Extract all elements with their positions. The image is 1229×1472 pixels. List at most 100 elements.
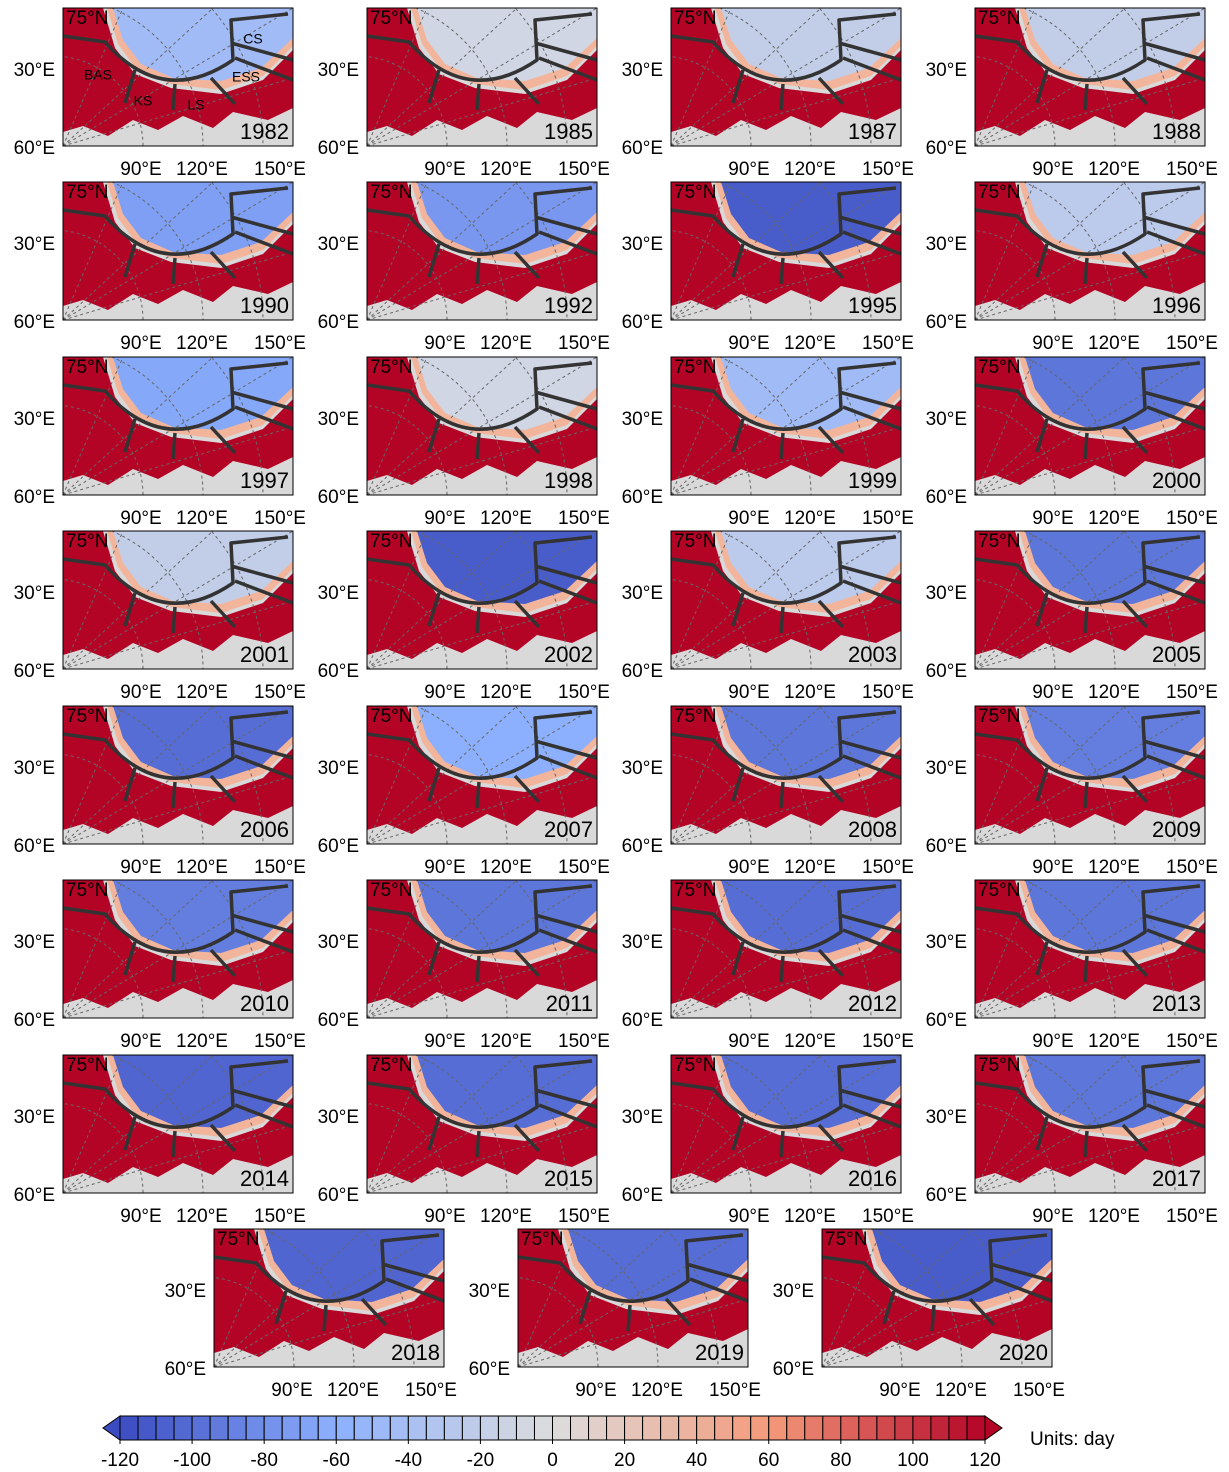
- lon-label: 120°E: [784, 508, 836, 529]
- map-panel: 75°N201330°E60°E90°E120°E150°E: [926, 808, 1218, 1052]
- year-label: 1988: [1152, 119, 1201, 144]
- colorbar-box: [300, 1416, 318, 1440]
- lon-label: 150°E: [558, 1206, 610, 1227]
- region-label: ESS: [232, 69, 260, 85]
- lon-label: 90°E: [424, 1206, 465, 1227]
- year-label: 2008: [848, 817, 897, 842]
- lon-label: 120°E: [784, 333, 836, 354]
- lon-label: 60°E: [773, 1359, 814, 1380]
- lon-label: 150°E: [558, 1031, 610, 1052]
- lon-label: 60°E: [926, 138, 967, 159]
- lon-label: 30°E: [14, 932, 55, 953]
- colorbar-box: [733, 1416, 751, 1440]
- lon-label: 150°E: [862, 508, 914, 529]
- lat-label: 75°N: [674, 880, 716, 901]
- colorbar-box: [841, 1416, 859, 1440]
- year-label: 2003: [848, 642, 897, 667]
- lon-label: 150°E: [1013, 1380, 1065, 1401]
- map-panel: 75°N200630°E60°E90°E120°E150°E: [14, 634, 306, 878]
- lon-label: 120°E: [176, 1206, 228, 1227]
- colorbar-box: [174, 1416, 192, 1440]
- lon-label: 150°E: [254, 1031, 306, 1052]
- map-panel: 75°N201930°E60°E90°E120°E150°E: [469, 1157, 761, 1401]
- lon-label: 90°E: [120, 857, 161, 878]
- year-label: 2002: [544, 642, 593, 667]
- colorbar-tick-label: 40: [686, 1450, 707, 1471]
- lon-label: 90°E: [575, 1380, 616, 1401]
- lon-label: 120°E: [631, 1380, 683, 1401]
- lon-label: 90°E: [120, 333, 161, 354]
- map-panel: 75°N201630°E60°E90°E120°E150°E: [622, 983, 914, 1227]
- lon-label: 150°E: [862, 333, 914, 354]
- lon-label: 90°E: [120, 1206, 161, 1227]
- lat-label: 75°N: [370, 357, 412, 378]
- colorbar-box: [697, 1416, 715, 1440]
- region-label: BAS: [84, 67, 112, 83]
- colorbar-box: [282, 1416, 300, 1440]
- lon-label: 120°E: [1088, 333, 1140, 354]
- colorbar-tick-label: 120: [969, 1450, 1001, 1471]
- lon-label: 60°E: [926, 487, 967, 508]
- lon-label: 30°E: [622, 1107, 663, 1128]
- lat-label: 75°N: [674, 182, 716, 203]
- lon-label: 90°E: [271, 1380, 312, 1401]
- lat-label: 75°N: [521, 1229, 563, 1250]
- lon-label: 60°E: [622, 1010, 663, 1031]
- lon-label: 120°E: [176, 857, 228, 878]
- lon-label: 60°E: [926, 1010, 967, 1031]
- region-label: CS: [243, 31, 262, 47]
- lat-label: 75°N: [674, 706, 716, 727]
- colorbar-box: [949, 1416, 967, 1440]
- lat-label: 75°N: [66, 706, 108, 727]
- lon-label: 120°E: [784, 1206, 836, 1227]
- colorbar-box: [931, 1416, 949, 1440]
- lon-label: 150°E: [1166, 857, 1218, 878]
- colorbar-box: [372, 1416, 390, 1440]
- lat-label: 75°N: [370, 182, 412, 203]
- lat-label: 75°N: [674, 8, 716, 29]
- lon-label: 120°E: [1088, 1031, 1140, 1052]
- lon-label: 90°E: [728, 159, 769, 180]
- lon-label: 120°E: [1088, 508, 1140, 529]
- year-label: 2015: [544, 1166, 593, 1191]
- lon-label: 30°E: [318, 234, 359, 255]
- year-label: 2011: [546, 991, 593, 1016]
- year-label: 1998: [544, 468, 593, 493]
- lon-label: 30°E: [469, 1281, 510, 1302]
- lon-label: 120°E: [784, 857, 836, 878]
- map-panel: 75°N200030°E60°E90°E120°E150°E: [926, 285, 1218, 529]
- year-label: 2005: [1152, 642, 1201, 667]
- colorbar-box: [480, 1416, 498, 1440]
- lon-label: 90°E: [120, 1031, 161, 1052]
- year-label: 2009: [1152, 817, 1201, 842]
- colorbar-box: [913, 1416, 931, 1440]
- lon-label: 90°E: [1032, 508, 1073, 529]
- colorbar-box: [895, 1416, 913, 1440]
- colorbar-box: [805, 1416, 823, 1440]
- lon-label: 60°E: [14, 836, 55, 857]
- lon-label: 30°E: [622, 758, 663, 779]
- lat-label: 75°N: [978, 357, 1020, 378]
- year-label: 2001: [240, 642, 289, 667]
- colorbar-box: [354, 1416, 372, 1440]
- lat-label: 75°N: [978, 531, 1020, 552]
- lon-label: 30°E: [926, 409, 967, 430]
- lon-label: 60°E: [622, 138, 663, 159]
- lat-label: 75°N: [66, 880, 108, 901]
- lon-label: 30°E: [926, 932, 967, 953]
- lon-label: 150°E: [254, 333, 306, 354]
- map-panel: 75°N201730°E60°E90°E120°E150°E: [926, 983, 1218, 1227]
- figure: 75°N198230°E60°E90°E120°E150°EBASKSLSESS…: [0, 0, 1229, 1472]
- lon-label: 30°E: [926, 60, 967, 81]
- colorbar-box: [390, 1416, 408, 1440]
- lat-label: 75°N: [66, 182, 108, 203]
- colorbar-box: [516, 1416, 534, 1440]
- colorbar-tick-label: 60: [758, 1450, 779, 1471]
- lon-label: 150°E: [1166, 1206, 1218, 1227]
- colorbar-box: [679, 1416, 697, 1440]
- lon-label: 90°E: [728, 508, 769, 529]
- lat-label: 75°N: [370, 880, 412, 901]
- lon-label: 90°E: [424, 159, 465, 180]
